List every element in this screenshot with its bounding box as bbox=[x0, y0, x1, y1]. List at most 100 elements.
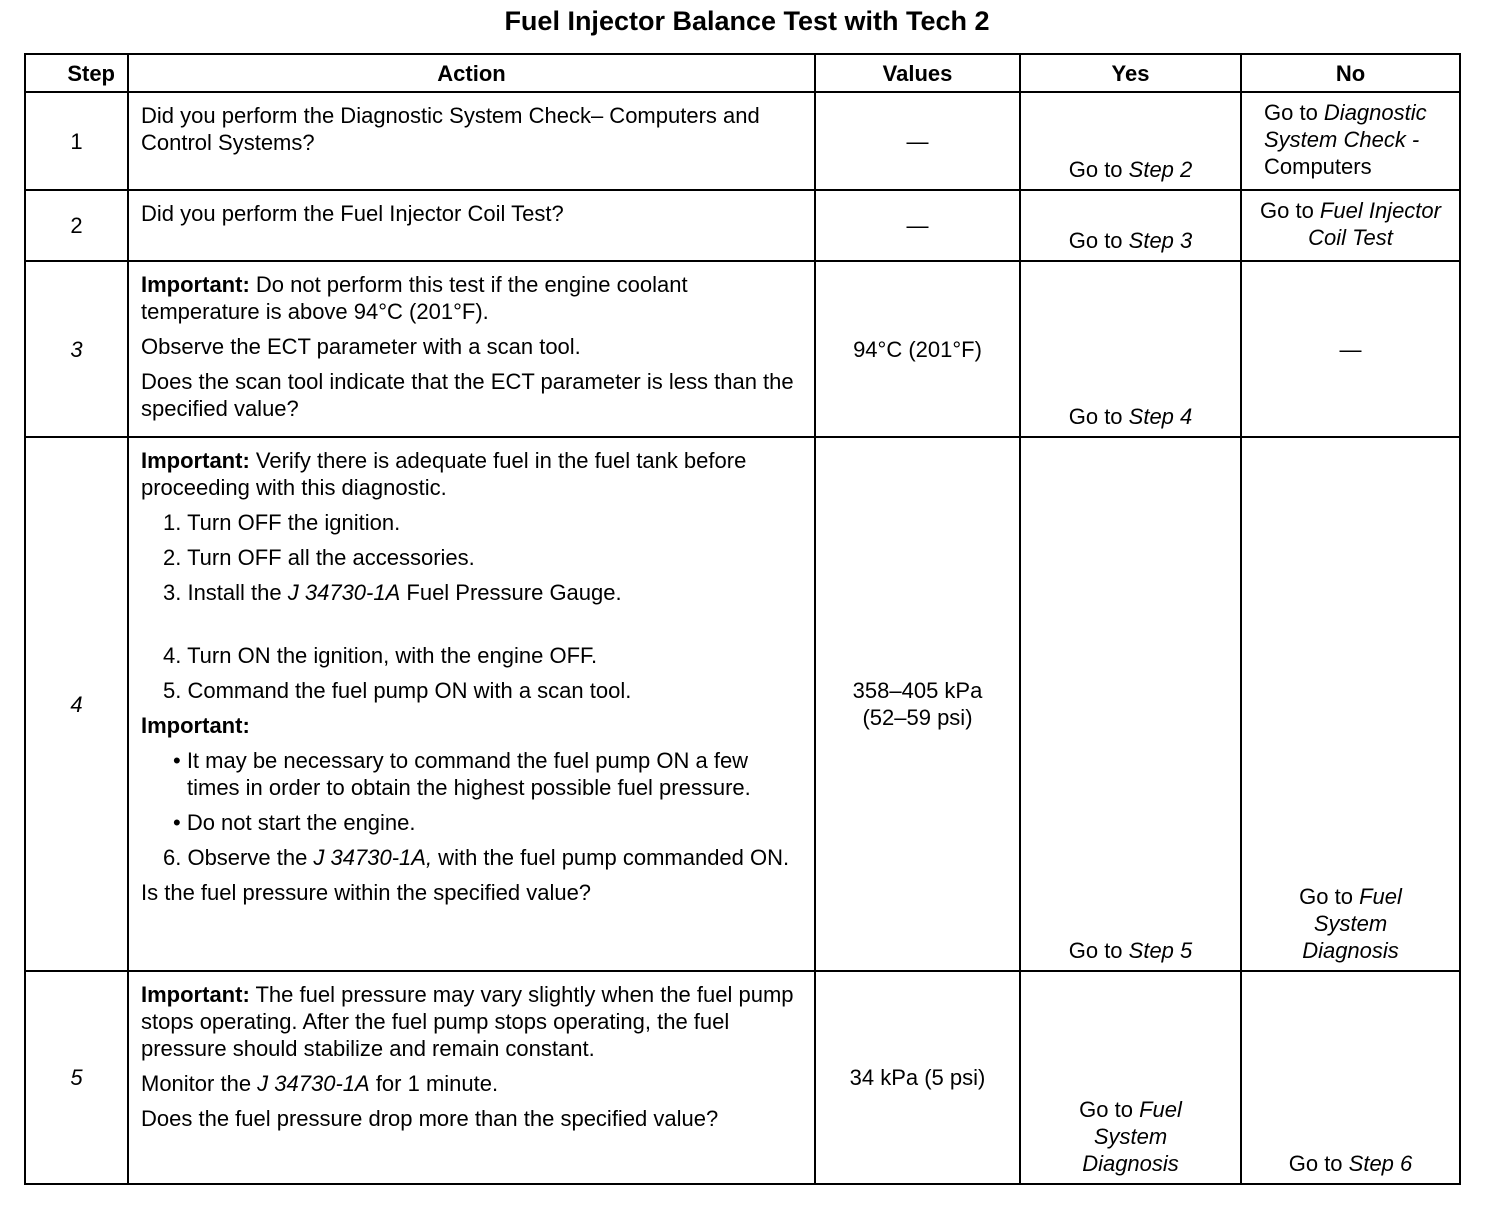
text-segment: The fuel pressure may vary slightly when… bbox=[141, 982, 794, 1061]
bold-text: Important: bbox=[141, 448, 250, 473]
document-title: Fuel Injector Balance Test with Tech 2 bbox=[504, 6, 990, 36]
italic-reference: Fuel System Diagnosis bbox=[1082, 1097, 1182, 1176]
text-segment: 4. Turn ON the ignition, with the engine… bbox=[163, 643, 598, 668]
table-row: 3 Important: Do not perform this test if … bbox=[24, 260, 1461, 438]
action-cell: Important: Do not perform this test if t… bbox=[127, 260, 816, 438]
action-paragraph: 3. Install the J 34730-1A Fuel Pressure … bbox=[141, 579, 804, 606]
yes-cell: Go to Fuel System Diagnosis bbox=[1019, 970, 1242, 1185]
text-segment: Computers bbox=[1264, 154, 1372, 179]
text-segment: Fuel Pressure Gauge. bbox=[400, 580, 622, 605]
header-row: Step Action Values Yes No bbox=[24, 53, 1461, 93]
table-row: 2 Did you perform the Fuel Injector Coil … bbox=[24, 189, 1461, 262]
header-step: Step bbox=[24, 53, 129, 93]
italic-reference: Step 6 bbox=[1348, 1151, 1413, 1176]
text-segment: Go to bbox=[1068, 157, 1129, 182]
text-segment: Go to bbox=[1068, 228, 1129, 253]
values-cell: — bbox=[814, 91, 1021, 191]
action-paragraph: 6. Observe the J 34730-1A, with the fuel… bbox=[141, 844, 804, 871]
text-segment: Does the scan tool indicate that the ECT… bbox=[141, 369, 794, 421]
text-segment: 1. Turn OFF the ignition. bbox=[163, 510, 401, 535]
no-cell: Go to Fuel System Diagnosis bbox=[1240, 436, 1461, 972]
text-segment: • It may be necessary to command the fue… bbox=[173, 748, 751, 800]
action-cell: Did you perform the Fuel Injector Coil T… bbox=[127, 189, 816, 262]
text-segment: • Do not start the engine. bbox=[173, 810, 416, 835]
table-row: 5 Important: The fuel pressure may vary s… bbox=[24, 970, 1461, 1185]
no-cell: Go to Fuel Injector Coil Test bbox=[1240, 189, 1461, 262]
text-segment: Did you perform the Diagnostic System Ch… bbox=[141, 103, 760, 155]
action-paragraph: Important: Verify there is adequate fuel… bbox=[141, 447, 804, 501]
text-segment: Monitor the bbox=[141, 1071, 258, 1096]
table-row: 4 Important: Verify there is adequate fue… bbox=[24, 436, 1461, 972]
yes-cell: Go to Step 4 bbox=[1019, 260, 1242, 438]
action-cell: Important: Verify there is adequate fuel… bbox=[127, 436, 816, 972]
values-cell: 34 kPa (5 psi) bbox=[814, 970, 1021, 1185]
bold-text: Important: bbox=[141, 713, 250, 738]
italic-reference: J 34730-1A bbox=[287, 580, 401, 605]
action-paragraph: Is the fuel pressure within the specifie… bbox=[141, 879, 804, 906]
action-paragraph: 5. Command the fuel pump ON with a scan … bbox=[141, 677, 804, 704]
bold-text: Important: bbox=[141, 272, 250, 297]
text-segment: Observe the ECT parameter with a scan to… bbox=[141, 334, 581, 359]
text-segment: with the fuel pump commanded ON. bbox=[432, 845, 790, 870]
action-cell: Did you perform the Diagnostic System Ch… bbox=[127, 91, 816, 191]
header-yes: Yes bbox=[1019, 53, 1242, 93]
italic-reference: Step 4 bbox=[1128, 404, 1193, 429]
action-paragraph: • It may be necessary to command the fue… bbox=[141, 747, 804, 801]
text-segment: Is the fuel pressure within the specifie… bbox=[141, 880, 592, 905]
text-segment: Do not perform this test if the engine c… bbox=[141, 272, 688, 324]
text-segment: Go to bbox=[1288, 1151, 1349, 1176]
yes-cell: Go to Step 3 bbox=[1019, 189, 1242, 262]
text-segment: — bbox=[1339, 336, 1362, 362]
text-segment: Does the fuel pressure drop more than th… bbox=[141, 1106, 719, 1131]
values-cell: 94°C (201°F) bbox=[814, 260, 1021, 438]
action-paragraph: • Do not start the engine. bbox=[141, 809, 804, 836]
action-paragraph: Does the scan tool indicate that the ECT… bbox=[141, 368, 804, 422]
text-segment: Verify there is adequate fuel in the fue… bbox=[141, 448, 747, 500]
text-segment: Go to bbox=[1264, 100, 1324, 125]
yes-cell: Go to Step 5 bbox=[1019, 436, 1242, 972]
step-number: 3 bbox=[24, 260, 129, 438]
italic-reference: Fuel Injector Coil Test bbox=[1308, 198, 1441, 250]
text-segment: Did you perform the Fuel Injector Coil T… bbox=[141, 201, 564, 226]
italic-reference: J 34730-1A, bbox=[313, 845, 433, 870]
italic-reference: Step 2 bbox=[1128, 157, 1193, 182]
text-segment: Go to bbox=[1079, 1097, 1140, 1122]
text-segment: Go to bbox=[1299, 884, 1360, 909]
italic-reference: Step 5 bbox=[1128, 938, 1193, 963]
action-paragraph: 1. Turn OFF the ignition. bbox=[141, 509, 804, 536]
values-cell: — bbox=[814, 189, 1021, 262]
action-paragraph: Observe the ECT parameter with a scan to… bbox=[141, 333, 804, 360]
italic-reference: J 34730-1A bbox=[257, 1071, 370, 1096]
text-segment: 3. Install the bbox=[163, 580, 288, 605]
action-cell: Important: The fuel pressure may vary sl… bbox=[127, 970, 816, 1185]
text-segment: 6. Observe the bbox=[163, 845, 314, 870]
bold-text: Important: bbox=[141, 982, 250, 1007]
action-paragraph: 4. Turn ON the ignition, with the engine… bbox=[141, 642, 804, 669]
header-values: Values bbox=[814, 53, 1021, 93]
step-number: 5 bbox=[24, 970, 129, 1185]
header-action: Action bbox=[127, 53, 816, 93]
table-row: 1 Did you perform the Diagnostic System C… bbox=[24, 91, 1461, 191]
text-segment: Go to bbox=[1068, 404, 1129, 429]
italic-reference: Step 3 bbox=[1128, 228, 1193, 253]
no-cell: — bbox=[1240, 260, 1461, 438]
yes-cell: Go to Step 2 bbox=[1019, 91, 1242, 191]
no-cell: Go to Step 6 bbox=[1240, 970, 1461, 1185]
values-cell: 358–405 kPa (52–59 psi) bbox=[814, 436, 1021, 972]
text-segment: 5. Command the fuel pump ON with a scan … bbox=[163, 678, 632, 703]
text-segment: 2. Turn OFF all the accessories. bbox=[163, 545, 475, 570]
action-paragraph: Does the fuel pressure drop more than th… bbox=[141, 1105, 804, 1132]
header-no: No bbox=[1240, 53, 1461, 93]
diagnostic-table: Step Action Values Yes No 1 Did you perfo… bbox=[24, 53, 1461, 1185]
step-number: 4 bbox=[24, 436, 129, 972]
action-paragraph: Important: Do not perform this test if t… bbox=[141, 271, 804, 325]
step-number: 2 bbox=[24, 189, 129, 262]
text-segment: Go to bbox=[1068, 938, 1129, 963]
action-paragraph: Important: bbox=[141, 712, 804, 739]
step-number: 1 bbox=[24, 91, 129, 191]
italic-reference: Fuel System Diagnosis bbox=[1302, 884, 1402, 963]
no-cell: Go to Diagnostic System Check - Computer… bbox=[1240, 91, 1461, 191]
italic-reference: Diagnostic System Check - bbox=[1264, 100, 1427, 152]
action-paragraph: Did you perform the Fuel Injector Coil T… bbox=[141, 200, 804, 227]
action-paragraph: Did you perform the Diagnostic System Ch… bbox=[141, 102, 804, 156]
